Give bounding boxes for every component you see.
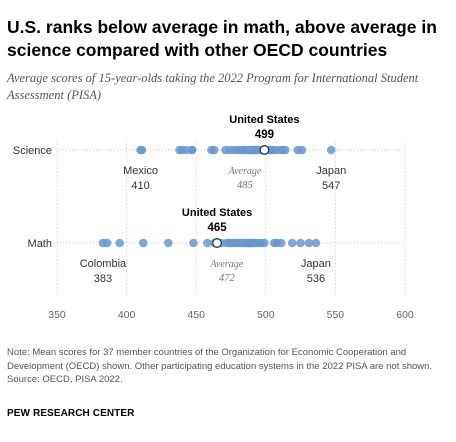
high-annotation-label: Japan bbox=[301, 258, 331, 270]
gridlines bbox=[56, 140, 406, 296]
low-annotation-label: Mexico bbox=[123, 165, 158, 177]
source-text: Source: OECD, PISA 2022. bbox=[7, 374, 123, 385]
chart-rows: Science United States 499 Mexico 410 Average 4… bbox=[13, 114, 405, 285]
data-point bbox=[296, 238, 305, 248]
row-math: Math United States 465 Colombia 383 Average 47… bbox=[28, 207, 405, 285]
x-tick-label: 450 bbox=[187, 309, 205, 321]
brand-logo-text: PEW RESEARCH CENTER bbox=[7, 408, 135, 419]
data-point bbox=[102, 238, 112, 248]
data-point bbox=[287, 238, 297, 248]
data-point bbox=[203, 238, 212, 248]
us-annotation-score: 499 bbox=[255, 129, 274, 141]
high-annotation-score: 536 bbox=[307, 273, 325, 285]
high-annotation-score: 547 bbox=[322, 180, 340, 192]
x-tick-label: 400 bbox=[118, 309, 136, 321]
low-annotation-score: 410 bbox=[131, 180, 149, 192]
data-point bbox=[304, 238, 314, 248]
data-point bbox=[189, 238, 198, 248]
average-annotation-label: Average bbox=[228, 166, 262, 177]
chart-title: U.S. ranks below average in math, above … bbox=[7, 17, 437, 60]
data-point bbox=[280, 145, 290, 155]
x-axis-ticks: 350 400 450 500 550 600 bbox=[48, 309, 414, 321]
low-annotation-label: Colombia bbox=[80, 258, 127, 270]
row-science: Science United States 499 Mexico 410 Average 4… bbox=[13, 114, 405, 192]
data-point bbox=[311, 238, 321, 248]
x-tick-label: 550 bbox=[327, 309, 345, 321]
data-point bbox=[139, 238, 148, 248]
data-point bbox=[260, 238, 269, 248]
note-text: Note: Mean scores for 37 member countrie… bbox=[7, 347, 433, 372]
data-point bbox=[276, 238, 286, 248]
row-label: Science bbox=[13, 145, 52, 157]
us-annotation-label: United States bbox=[182, 207, 252, 219]
x-tick-label: 350 bbox=[48, 309, 66, 321]
row-label: Math bbox=[28, 238, 52, 250]
us-annotation-score: 465 bbox=[207, 222, 227, 234]
average-annotation-score: 472 bbox=[219, 273, 236, 284]
low-annotation-score: 383 bbox=[94, 273, 112, 285]
x-tick-label: 500 bbox=[257, 309, 275, 321]
data-point bbox=[209, 145, 219, 155]
data-point bbox=[326, 145, 336, 155]
data-point bbox=[297, 145, 307, 155]
dot-plot-chart: Science United States 499 Mexico 410 Average 4… bbox=[13, 114, 414, 321]
us-annotation-label: United States bbox=[229, 114, 299, 126]
average-annotation-score: 485 bbox=[237, 180, 253, 191]
data-point bbox=[187, 145, 197, 155]
high-annotation-label: Japan bbox=[316, 165, 346, 177]
us-data-point bbox=[212, 238, 223, 248]
us-data-point bbox=[259, 145, 270, 155]
x-tick-label: 600 bbox=[396, 309, 414, 321]
data-point bbox=[115, 238, 124, 248]
chart-note: Note: Mean scores for 37 member countrie… bbox=[7, 346, 447, 387]
data-point bbox=[137, 145, 147, 155]
data-point bbox=[164, 238, 173, 248]
average-annotation-label: Average bbox=[209, 259, 243, 270]
chart-subtitle: Average scores of 15-year-olds taking th… bbox=[7, 71, 419, 102]
